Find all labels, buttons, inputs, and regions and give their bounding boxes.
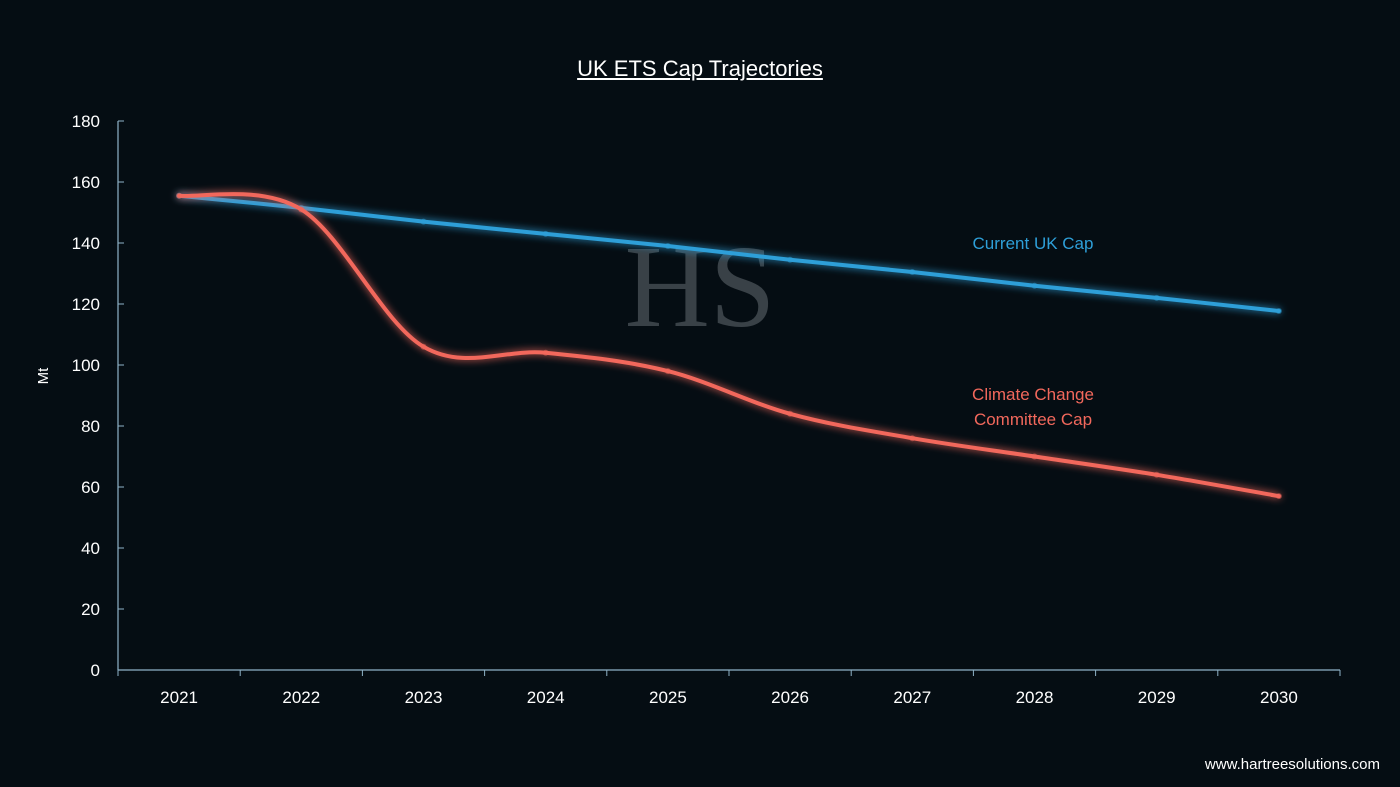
- data-point: [1275, 493, 1282, 500]
- chart-title: UK ETS Cap Trajectories: [577, 56, 823, 81]
- x-tick-label: 2021: [160, 688, 198, 707]
- y-tick-label: 0: [91, 661, 100, 680]
- data-point: [787, 256, 794, 263]
- y-tick-label: 60: [81, 478, 100, 497]
- series-line-1: [177, 192, 1281, 499]
- legend-ccc-cap-line1: Climate Change: [972, 385, 1094, 404]
- data-point: [909, 268, 916, 275]
- x-tick-label: 2026: [771, 688, 809, 707]
- series-line-0: [177, 193, 1281, 314]
- data-point: [1153, 471, 1160, 478]
- data-point: [176, 192, 183, 199]
- data-point: [298, 206, 305, 213]
- legend-current-uk-cap: Current UK Cap: [973, 234, 1094, 253]
- data-point: [1031, 282, 1038, 289]
- x-tick-label: 2022: [282, 688, 320, 707]
- y-tick-label: 20: [81, 600, 100, 619]
- y-tick-label: 80: [81, 417, 100, 436]
- data-point: [1275, 308, 1282, 315]
- data-point: [542, 349, 549, 356]
- data-point: [787, 410, 794, 417]
- data-point: [1031, 453, 1038, 460]
- y-tick-label: 100: [72, 356, 100, 375]
- x-tick-label: 2028: [1016, 688, 1054, 707]
- data-point: [909, 435, 916, 442]
- x-tick-label: 2024: [527, 688, 565, 707]
- y-tick-label: 140: [72, 234, 100, 253]
- x-tick-label: 2030: [1260, 688, 1298, 707]
- watermark-logo: HS: [625, 221, 776, 352]
- watermark-text: HS: [625, 221, 776, 352]
- data-point: [1153, 294, 1160, 301]
- x-tick-label: 2025: [649, 688, 687, 707]
- data-point: [420, 343, 427, 350]
- y-tick-label: 120: [72, 295, 100, 314]
- x-tick-label: 2023: [405, 688, 443, 707]
- data-point: [542, 230, 549, 237]
- y-tick-label: 160: [72, 173, 100, 192]
- y-tick-label: 180: [72, 112, 100, 131]
- x-tick-label: 2027: [893, 688, 931, 707]
- y-axis-label: Mt: [35, 367, 52, 384]
- footer-url: www.hartreesolutions.com: [1204, 756, 1380, 773]
- x-tick-label: 2029: [1138, 688, 1176, 707]
- data-point: [420, 218, 427, 225]
- data-point: [664, 243, 671, 250]
- data-point: [664, 368, 671, 375]
- y-tick-label: 40: [81, 539, 100, 558]
- legend-ccc-cap-line2: Committee Cap: [974, 410, 1092, 429]
